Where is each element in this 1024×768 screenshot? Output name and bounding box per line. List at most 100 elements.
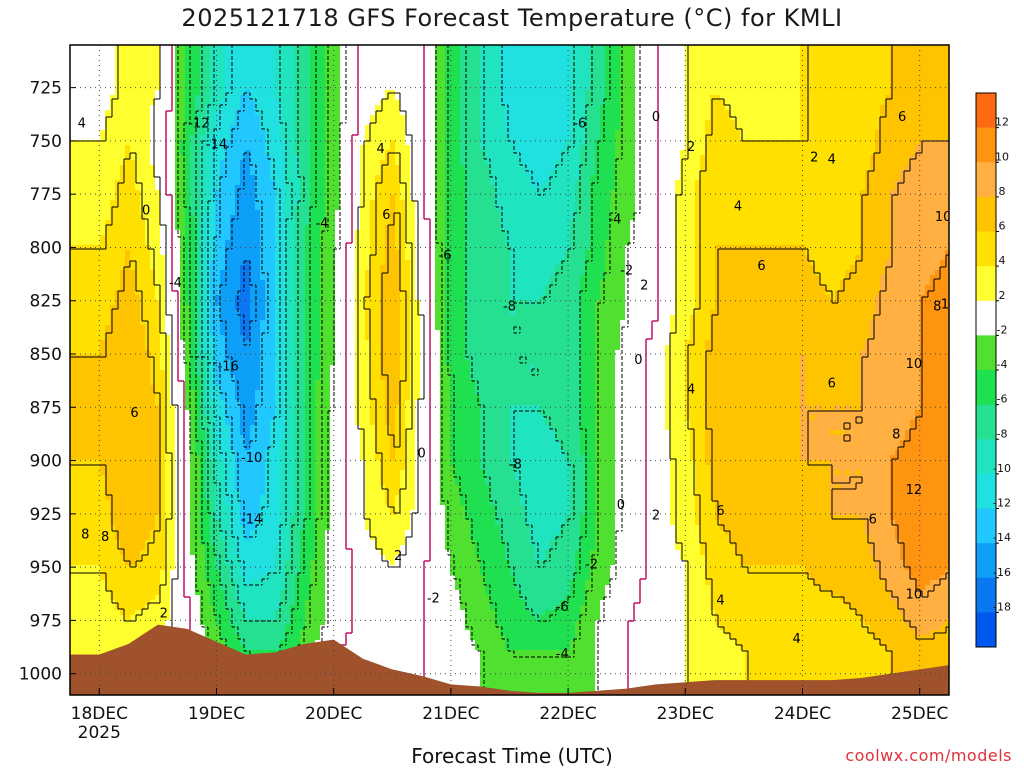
heatmap-cell xyxy=(225,65,231,71)
heatmap-cell xyxy=(730,60,736,66)
heatmap-cell xyxy=(610,100,616,106)
heatmap-cell xyxy=(660,135,666,141)
heatmap-cell xyxy=(730,110,736,116)
heatmap-cell xyxy=(840,85,846,91)
heatmap-cell xyxy=(700,75,706,81)
heatmap-cell xyxy=(890,115,896,121)
heatmap-cell xyxy=(320,105,326,111)
heatmap-cell xyxy=(600,150,606,156)
heatmap-cell xyxy=(865,65,871,71)
heatmap-cell xyxy=(820,150,826,156)
heatmap-cell xyxy=(595,115,601,121)
heatmap-cell xyxy=(140,110,146,116)
heatmap-cell xyxy=(935,160,941,166)
heatmap-cell xyxy=(535,80,541,86)
heatmap-cell xyxy=(725,155,731,161)
heatmap-cell xyxy=(910,105,916,111)
heatmap-cell xyxy=(565,80,571,86)
heatmap-cell xyxy=(320,75,326,81)
heatmap-cell xyxy=(85,130,91,136)
heatmap-cell xyxy=(605,105,611,111)
heatmap-cell xyxy=(560,130,566,136)
heatmap-cell xyxy=(535,150,541,156)
heatmap-cell xyxy=(790,145,796,151)
heatmap-cell xyxy=(140,80,146,86)
heatmap-cell xyxy=(780,155,786,161)
heatmap-cell xyxy=(370,140,376,146)
heatmap-cell xyxy=(760,160,766,166)
heatmap-cell xyxy=(300,95,306,101)
heatmap-cell xyxy=(120,120,126,126)
heatmap-cell xyxy=(650,125,656,131)
heatmap-cell xyxy=(730,180,736,186)
heatmap-cell xyxy=(815,125,821,131)
heatmap-cell xyxy=(150,160,156,166)
heatmap-cell xyxy=(400,120,406,126)
heatmap-cell xyxy=(875,105,881,111)
heatmap-cell xyxy=(190,85,196,91)
heatmap-cell xyxy=(600,65,606,71)
heatmap-cell xyxy=(455,155,461,161)
heatmap-cell xyxy=(630,165,636,171)
heatmap-cell xyxy=(625,70,631,76)
heatmap-cell xyxy=(310,90,316,96)
heatmap-cell xyxy=(435,45,441,51)
heatmap-cell xyxy=(560,50,566,56)
heatmap-cell xyxy=(880,115,886,121)
heatmap-cell xyxy=(495,95,501,101)
heatmap-cell xyxy=(680,160,686,166)
heatmap-cell xyxy=(880,135,886,141)
heatmap-cell xyxy=(630,45,636,51)
heatmap-cell xyxy=(70,180,76,186)
heatmap-cell xyxy=(550,105,556,111)
heatmap-cell xyxy=(355,145,361,151)
heatmap-cell xyxy=(80,70,86,76)
heatmap-cell xyxy=(600,175,606,181)
heatmap-cell xyxy=(855,140,861,146)
heatmap-cell xyxy=(925,45,931,51)
heatmap-cell xyxy=(650,115,656,121)
heatmap-cell xyxy=(695,160,701,166)
heatmap-cell xyxy=(120,140,126,146)
heatmap-cell xyxy=(930,175,936,181)
heatmap-cell xyxy=(780,160,786,166)
heatmap-cell xyxy=(915,180,921,186)
heatmap-cell xyxy=(115,155,121,161)
heatmap-cell xyxy=(250,170,256,176)
heatmap-cell xyxy=(915,110,921,116)
heatmap-cell xyxy=(245,160,251,166)
heatmap-cell xyxy=(645,90,651,96)
heatmap-cell xyxy=(920,125,926,131)
heatmap-cell xyxy=(165,90,171,96)
heatmap-cell xyxy=(200,50,206,56)
heatmap-cell xyxy=(690,55,696,61)
heatmap-cell xyxy=(565,130,571,136)
heatmap-cell xyxy=(835,170,841,176)
heatmap-cell xyxy=(910,130,916,136)
heatmap-cell xyxy=(390,95,396,101)
heatmap-cell xyxy=(905,85,911,91)
heatmap-cell xyxy=(635,165,641,171)
heatmap-cell xyxy=(870,105,876,111)
heatmap-cell xyxy=(935,60,941,66)
heatmap-cell xyxy=(600,125,606,131)
heatmap-cell xyxy=(820,135,826,141)
heatmap-cell xyxy=(855,85,861,91)
heatmap-cell xyxy=(490,145,496,151)
heatmap-cell xyxy=(810,155,816,161)
heatmap-cell xyxy=(600,75,606,81)
heatmap-cell xyxy=(500,70,506,76)
heatmap-cell xyxy=(610,70,616,76)
heatmap-cell xyxy=(645,155,651,161)
heatmap-cell xyxy=(515,120,521,126)
heatmap-cell xyxy=(110,50,116,56)
heatmap-cell xyxy=(490,45,496,51)
heatmap-cell xyxy=(900,55,906,61)
heatmap-cell xyxy=(535,175,541,181)
heatmap-cell xyxy=(785,90,791,96)
heatmap-cell xyxy=(645,130,651,136)
heatmap-cell xyxy=(430,80,436,86)
heatmap-cell xyxy=(815,135,821,141)
heatmap-cell xyxy=(290,150,296,156)
heatmap-cell xyxy=(665,105,671,111)
